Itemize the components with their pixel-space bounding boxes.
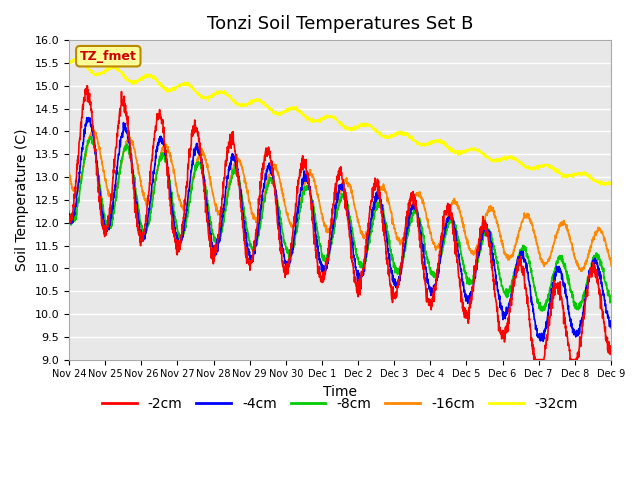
Y-axis label: Soil Temperature (C): Soil Temperature (C) (15, 129, 29, 271)
Title: Tonzi Soil Temperatures Set B: Tonzi Soil Temperatures Set B (207, 15, 473, 33)
X-axis label: Time: Time (323, 385, 357, 399)
Text: TZ_fmet: TZ_fmet (80, 50, 137, 63)
Legend: -2cm, -4cm, -8cm, -16cm, -32cm: -2cm, -4cm, -8cm, -16cm, -32cm (96, 392, 584, 417)
